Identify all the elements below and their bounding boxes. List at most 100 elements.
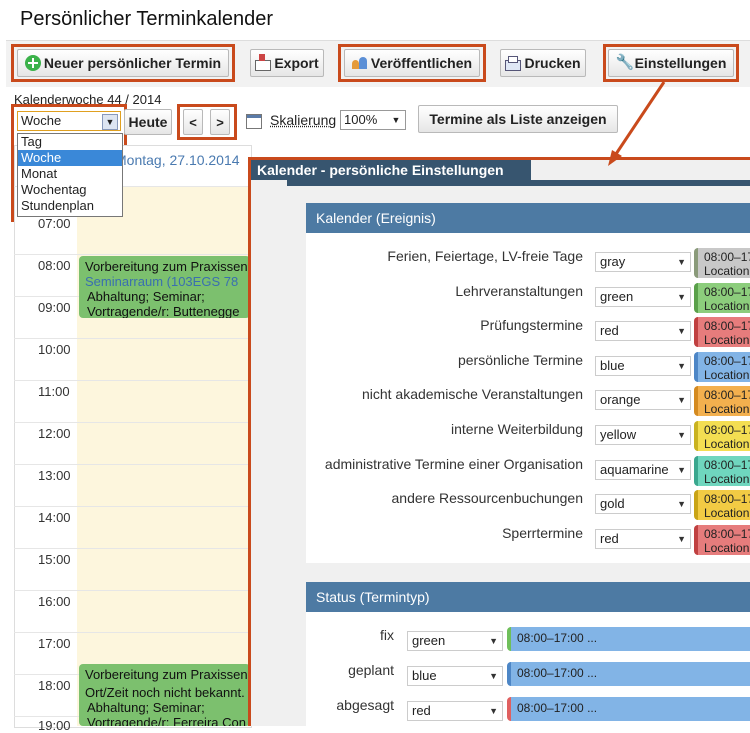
scale-label: Skalierung <box>270 112 337 128</box>
color-preview: 08:00–17 Location <box>694 386 750 417</box>
plus-icon <box>24 55 41 71</box>
color-select-value: blue <box>600 357 625 373</box>
chevron-down-icon: ▼ <box>489 705 498 716</box>
time-label: 10:00 <box>38 342 71 357</box>
day-header[interactable]: Montag, 27.10.2014 <box>115 152 240 168</box>
preview-location: Location <box>704 437 750 451</box>
settings-button[interactable]: 🔧 Einstellungen <box>608 49 734 77</box>
new-appointment-highlight <box>11 44 235 82</box>
color-preview: 08:00–17 Location <box>694 524 750 555</box>
list-view-button[interactable]: Termine als Liste anzeigen <box>418 105 618 133</box>
view-option[interactable]: Monat <box>21 166 58 181</box>
prev-button[interactable]: < <box>183 109 203 135</box>
publish-highlight <box>338 44 486 82</box>
calendar-event[interactable]: Vorbereitung zum Praxissen Ort/Zeit noch… <box>79 664 250 726</box>
preview-time: 08:00–17 <box>704 457 750 472</box>
color-select[interactable]: yellow ▼ <box>595 425 691 445</box>
event-location: Seminarraum (103EGS 78 <box>85 274 239 289</box>
view-option[interactable]: Woche <box>18 150 122 166</box>
preview-location: Location <box>704 367 750 382</box>
time-label: 15:00 <box>38 552 71 567</box>
settings-label: Einstellungen <box>634 55 727 71</box>
view-option[interactable]: Stundenplan <box>21 198 95 213</box>
new-appointment-button[interactable]: Neuer persönlicher Termin <box>17 49 229 77</box>
color-preview: 08:00–17 Location <box>694 282 750 313</box>
color-select[interactable]: red ▼ <box>595 528 691 549</box>
color-select[interactable]: blue ▼ <box>595 355 691 376</box>
color-select[interactable]: aquamarine ▼ <box>595 459 691 480</box>
print-button[interactable]: Drucken <box>500 49 586 77</box>
next-button[interactable]: > <box>210 109 230 135</box>
color-select-value: blue <box>412 667 437 683</box>
color-select[interactable]: orange ▼ <box>595 390 691 411</box>
page-title: Persönlicher Terminkalender <box>20 8 274 30</box>
status-section-header: Status (Termintyp) <box>306 582 750 612</box>
time-label: 18:00 <box>38 678 71 693</box>
status-label: abgesagt <box>336 696 394 713</box>
color-select-value: gray <box>600 254 626 269</box>
publish-label: Veröffentlichen <box>370 55 473 71</box>
today-button[interactable]: Heute <box>124 109 172 135</box>
preview-location: Location <box>704 264 750 278</box>
view-option[interactable]: Wochentag <box>21 182 87 197</box>
chevron-down-icon: ▼ <box>677 395 686 406</box>
preview-time: 08:00–17 <box>704 284 750 299</box>
view-dropdown: Tag Woche Monat Wochentag Stundenplan <box>17 133 123 217</box>
color-select[interactable]: green ▼ <box>595 286 691 307</box>
status-preview: 08:00–17:00 ... <box>507 661 750 686</box>
event-title: Vorbereitung zum Praxissen <box>85 259 248 274</box>
color-select-value: green <box>412 633 446 648</box>
preview-time: 08:00–17 <box>704 492 750 507</box>
preview-time: 08:00–17 <box>704 353 750 368</box>
time-label: 08:00 <box>38 258 71 273</box>
color-select-value: red <box>600 530 619 546</box>
color-select[interactable]: red ▼ <box>595 321 691 342</box>
preview-time: 08:00–17 <box>704 250 750 264</box>
status-color-select[interactable]: blue ▼ <box>407 665 503 686</box>
prev-next-highlight <box>177 104 237 140</box>
preview-location: Location <box>704 402 750 417</box>
export-label: Export <box>274 55 319 71</box>
setting-label: Lehrveranstaltungen <box>455 282 583 299</box>
status-color-select[interactable]: red ▼ <box>407 700 503 721</box>
settings-panel: Kalender - persönliche Einstellungen Kal… <box>248 157 750 726</box>
chevron-down-icon: ▼ <box>677 257 686 267</box>
event-type: Abhaltung; Seminar; <box>87 289 205 304</box>
print-label: Drucken <box>524 55 581 71</box>
color-select-value: green <box>600 288 634 304</box>
status-label: geplant <box>348 661 394 678</box>
event-lecturer: Vortragende/r: Buttenegge <box>87 304 240 318</box>
color-select[interactable]: gray ▼ <box>595 252 691 272</box>
preview-location: Location <box>704 471 750 486</box>
export-button[interactable]: Export <box>250 49 324 77</box>
time-label: 16:00 <box>38 594 71 609</box>
preview-time: 08:00–17 <box>704 526 750 541</box>
preview-location: Location <box>704 333 750 348</box>
next-label: > <box>216 114 224 130</box>
scale-select-value: 100% <box>344 112 378 127</box>
publish-button[interactable]: Veröffentlichen <box>344 49 480 77</box>
color-preview: 08:00–17 Location <box>694 421 750 451</box>
calendar-event[interactable]: Vorbereitung zum Praxissen Seminarraum (… <box>79 256 250 318</box>
setting-label: administrative Termine einer Organisatio… <box>324 455 583 472</box>
view-option[interactable]: Tag <box>21 134 42 149</box>
color-select-value: red <box>412 702 431 718</box>
printer-icon <box>505 55 522 71</box>
color-select-value: red <box>600 323 619 339</box>
view-select-value: Woche <box>21 113 62 128</box>
setting-label: andere Ressourcenbuchungen <box>391 490 583 507</box>
color-select-value: aquamarine <box>600 461 669 477</box>
view-select[interactable]: Woche ▼ <box>17 111 121 131</box>
color-select[interactable]: gold ▼ <box>595 494 691 515</box>
color-select-value: yellow <box>600 427 637 442</box>
status-color-select[interactable]: green ▼ <box>407 631 503 651</box>
export-icon <box>255 54 272 71</box>
setting-label: interne Weiterbildung <box>450 421 583 437</box>
chevron-down-icon: ▼ <box>677 291 686 302</box>
scale-select[interactable]: 100% ▼ <box>340 110 406 130</box>
chevron-down-icon: ▼ <box>677 533 686 544</box>
status-preview: 08:00–17:00 ... <box>507 627 750 651</box>
status-preview: 08:00–17:00 ... <box>507 696 750 721</box>
calendar-icon[interactable] <box>246 114 262 129</box>
preview-location: Location <box>704 540 750 555</box>
